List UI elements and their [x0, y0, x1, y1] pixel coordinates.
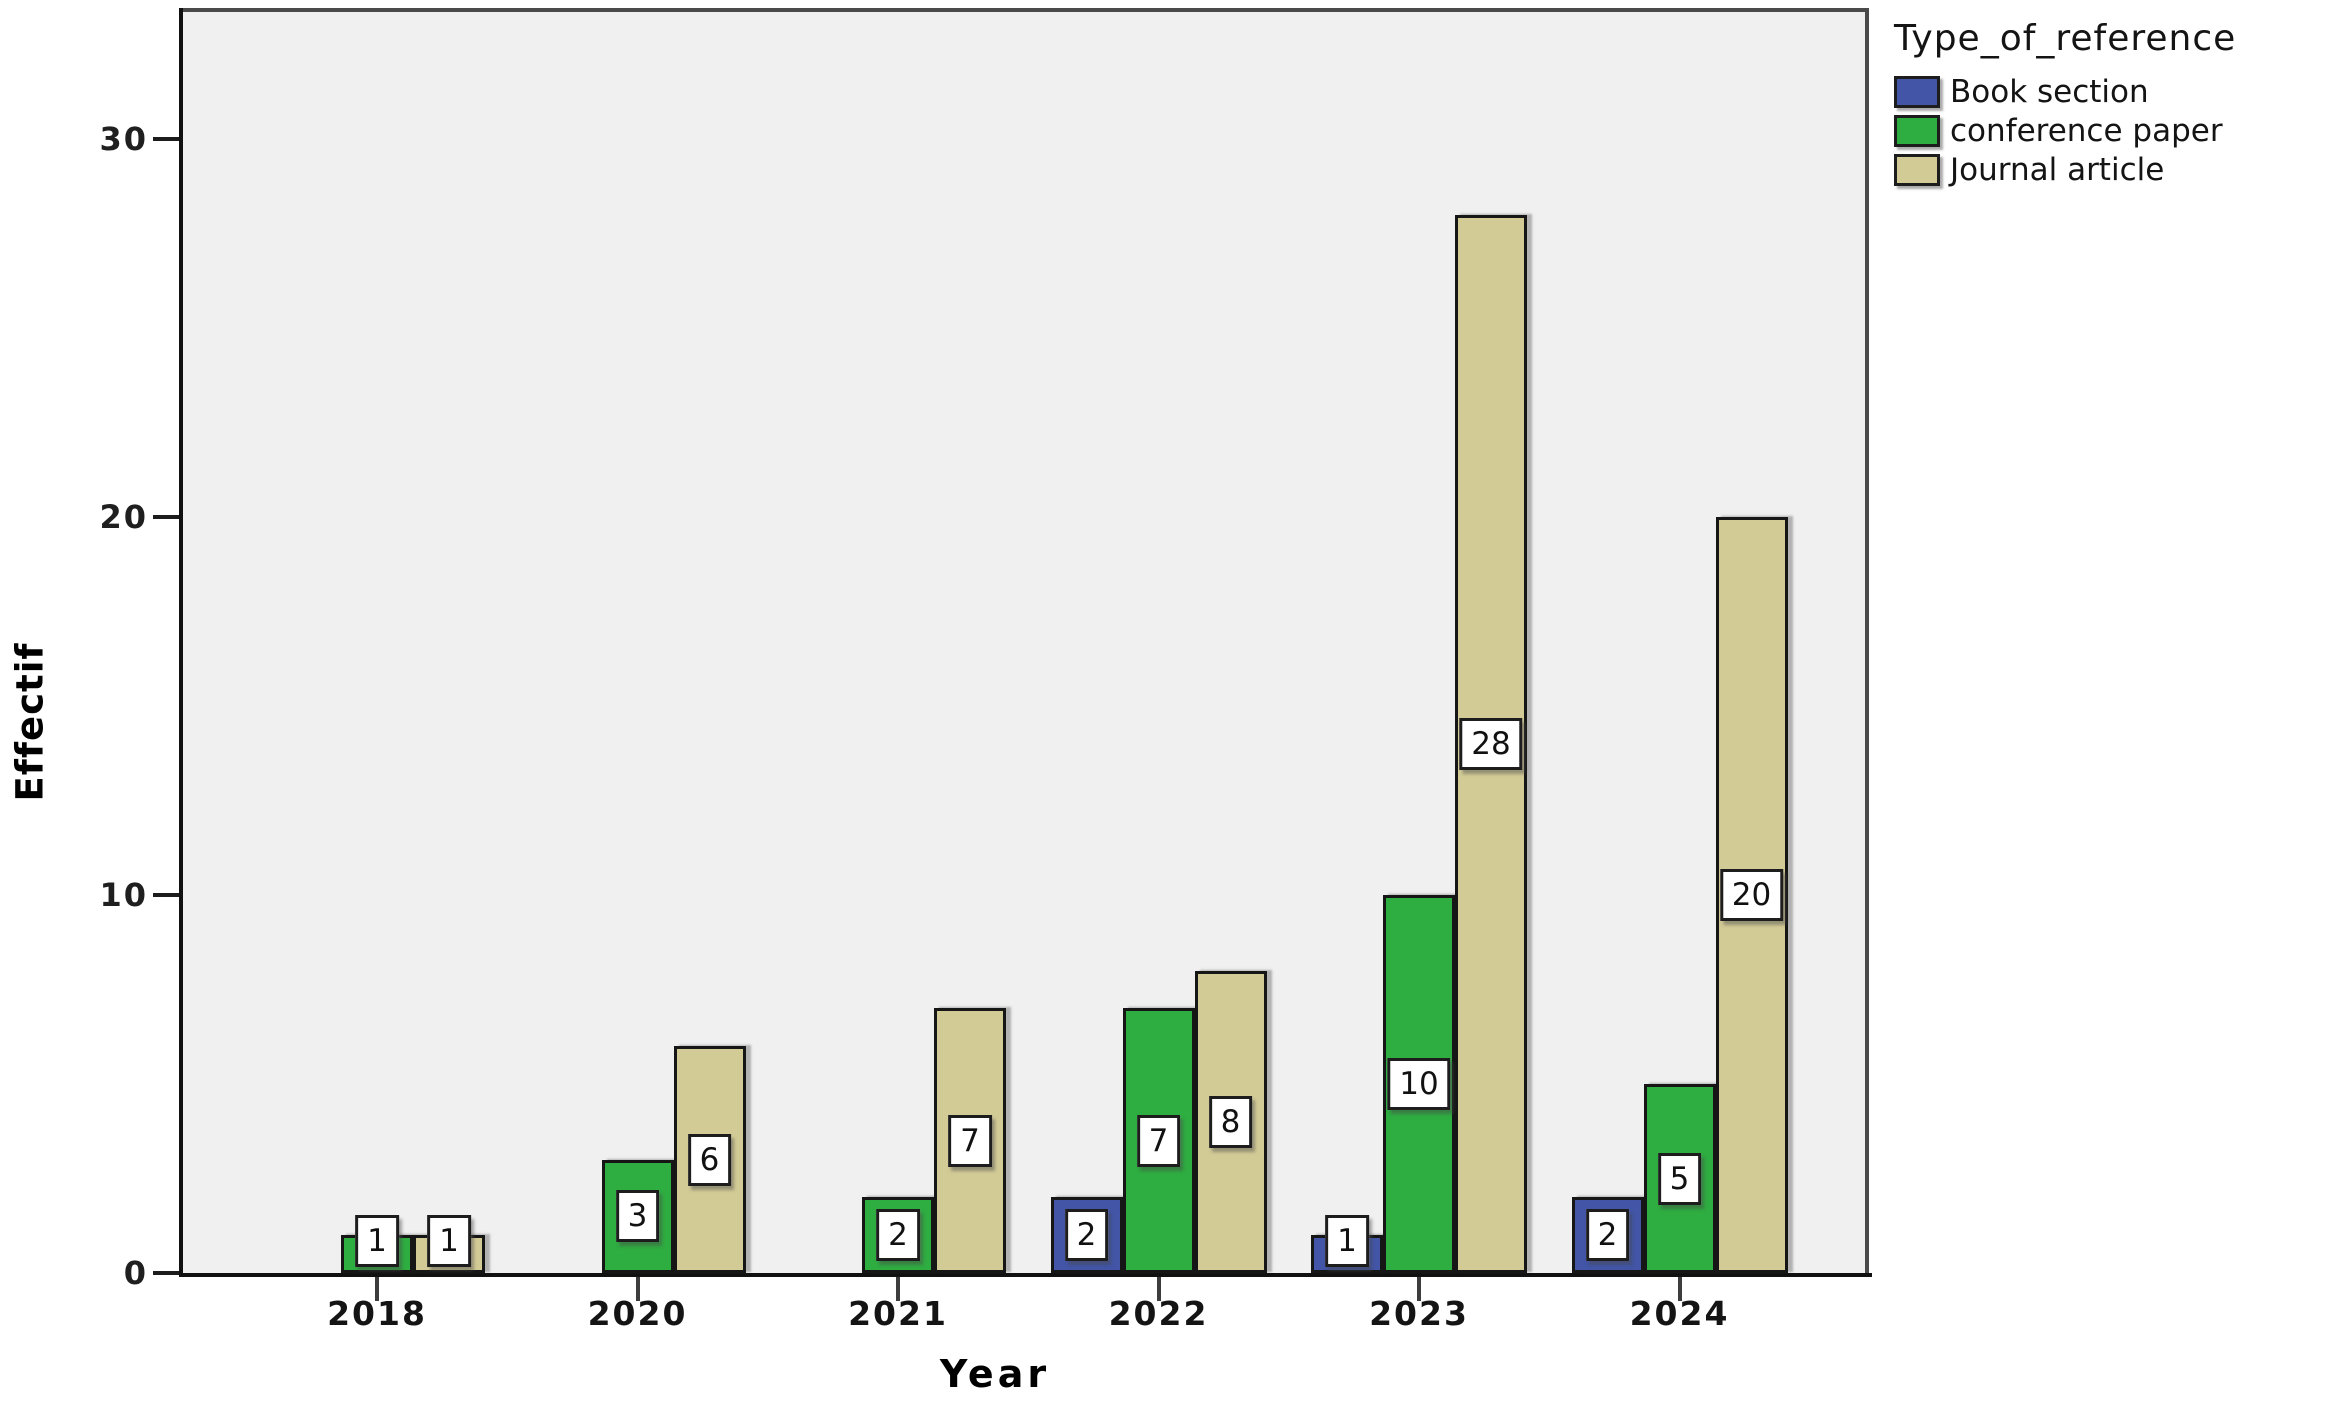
bar-value-label: 5 [1657, 1152, 1702, 1205]
x-tick [1677, 1277, 1682, 1301]
y-tick-label: 10 [99, 876, 148, 915]
x-tick-label: 2018 [327, 1294, 427, 1333]
legend-swatch-conference-paper [1894, 114, 1940, 147]
legend-item: conference paper [1894, 112, 2338, 149]
x-tick-label: 2021 [848, 1294, 948, 1333]
x-tick [375, 1277, 379, 1301]
legend-item: Book section [1894, 73, 2338, 110]
legend-item-label: Journal article [1950, 151, 2165, 188]
x-tick [1156, 1277, 1161, 1301]
bar-value-label: 20 [1719, 869, 1784, 922]
x-axis-title: Year [939, 1352, 1051, 1396]
bar-value-label: 1 [1325, 1215, 1369, 1267]
x-tick-label: 2022 [1108, 1294, 1209, 1333]
legend-item: Journal article [1894, 151, 2338, 188]
x-tick-label: 2024 [1629, 1294, 1730, 1333]
y-tick [153, 515, 179, 520]
bar-value-label: 1 [355, 1215, 399, 1267]
legend-items: Book section conference paper Journal arti… [1894, 73, 2338, 188]
legend-title: Type_of_reference [1894, 18, 2237, 59]
y-tick-label: 20 [99, 498, 148, 537]
x-axis-line [179, 1273, 1872, 1277]
x-tick [635, 1277, 640, 1301]
bar-value-label: 7 [1136, 1114, 1181, 1167]
y-axis-line [179, 8, 183, 1277]
y-tick [153, 893, 179, 898]
y-axis-title: Effectif [8, 642, 52, 802]
bar-value-label: 6 [687, 1133, 732, 1186]
bar-value-label: 8 [1208, 1095, 1253, 1148]
legend-item-label: Book section [1950, 73, 2149, 110]
y-tick [153, 1271, 179, 1275]
plot-area [183, 8, 1869, 1273]
bar-value-label: 28 [1459, 717, 1523, 770]
bar-value-label: 1 [427, 1215, 471, 1267]
bar-value-label: 7 [948, 1114, 992, 1167]
x-tick [1417, 1277, 1421, 1301]
legend: Type_of_reference Book section conference… [1894, 18, 2338, 194]
x-tick-label: 2023 [1369, 1294, 1469, 1333]
bar-value-label: 2 [1064, 1209, 1109, 1262]
legend-item-label: conference paper [1950, 112, 2223, 149]
legend-swatch-book-section [1894, 75, 1940, 108]
y-tick-label: 0 [123, 1254, 148, 1292]
legend-swatch-journal-article [1894, 153, 1940, 186]
bar-value-label: 3 [615, 1190, 660, 1243]
x-tick [896, 1277, 900, 1301]
bar-value-label: 10 [1387, 1058, 1451, 1111]
x-tick-label: 2020 [587, 1294, 688, 1333]
bar-value-label: 2 [876, 1209, 920, 1262]
y-tick [153, 137, 179, 142]
y-tick-label: 30 [99, 120, 148, 159]
bar-value-label: 2 [1585, 1209, 1630, 1262]
